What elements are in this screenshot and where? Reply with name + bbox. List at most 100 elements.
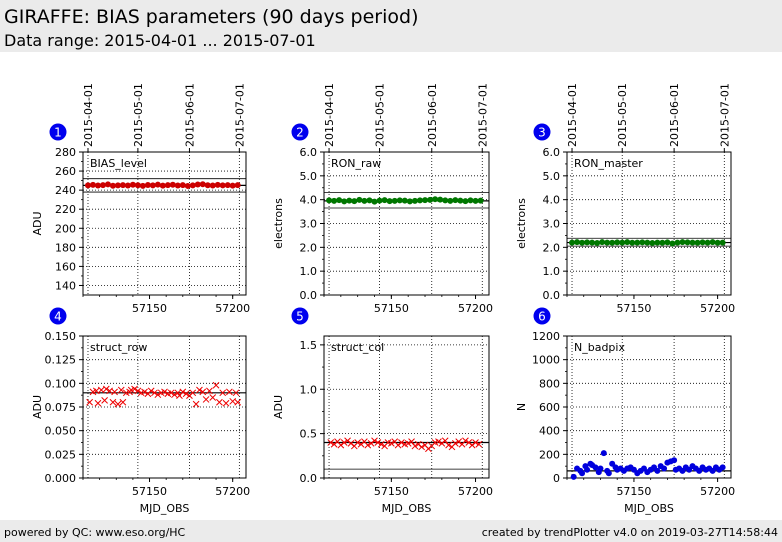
- series-label: BIAS_level: [90, 157, 147, 170]
- y-axis-label: ADU: [272, 395, 285, 419]
- data-point: [206, 387, 213, 395]
- x-tick-label: 57150: [616, 302, 651, 315]
- date-tick-label: 2015-04-01: [566, 83, 579, 147]
- data-point: [391, 197, 398, 204]
- data-point: [111, 388, 118, 396]
- date-tick-label: 2015-04-01: [82, 83, 95, 147]
- data-point: [179, 388, 187, 396]
- data-point: [404, 440, 412, 447]
- y-tick-label: 0: [553, 472, 560, 485]
- date-tick-label: 2015-07-01: [476, 83, 489, 147]
- date-tick-label: 2015-05-01: [374, 83, 387, 147]
- series-label: N_badpix: [574, 341, 625, 354]
- data-point: [472, 439, 479, 446]
- y-axis-label: electrons: [515, 198, 528, 249]
- data-point: [629, 239, 636, 246]
- data-point: [154, 391, 162, 399]
- data-point: [147, 387, 155, 395]
- data-point: [101, 397, 108, 404]
- data-point: [371, 198, 378, 205]
- data-point: [475, 440, 483, 448]
- x-tick-label: 57200: [215, 302, 250, 315]
- y-tick-label: 0.050: [45, 425, 77, 438]
- y-tick-label: 2.0: [300, 241, 318, 254]
- data-point: [401, 197, 408, 204]
- data-point: [435, 438, 442, 445]
- data-point: [109, 398, 117, 406]
- data-point: [326, 197, 333, 204]
- footer-powered-by: powered by QC: www.eso.org/HC: [4, 526, 186, 539]
- x-axis-label: MJD_OBS: [382, 502, 432, 515]
- data-point: [699, 239, 706, 246]
- data-point: [219, 182, 226, 189]
- data-point: [684, 239, 691, 246]
- y-tick-label: 0.0: [543, 289, 561, 302]
- panel-number-badge: [533, 307, 551, 325]
- data-point: [179, 182, 186, 189]
- data-point: [94, 182, 101, 189]
- data-point: [704, 239, 711, 246]
- date-tick-label: 2015-05-01: [616, 83, 629, 147]
- data-point: [396, 197, 403, 204]
- data-point: [84, 182, 91, 189]
- panel-number-badge: [49, 307, 67, 325]
- data-point: [689, 239, 696, 246]
- data-point: [134, 387, 142, 395]
- y-tick-label: 200: [539, 448, 560, 461]
- y-tick-label: 1000: [532, 354, 560, 367]
- data-point: [202, 396, 210, 403]
- data-point: [354, 439, 362, 446]
- data-point: [209, 182, 216, 189]
- data-point: [327, 439, 335, 446]
- data-point: [416, 197, 423, 204]
- data-point: [224, 182, 231, 189]
- panel-number: 2: [296, 126, 304, 140]
- data-point: [619, 239, 626, 246]
- data-point: [445, 441, 452, 449]
- data-point: [119, 182, 126, 189]
- data-point: [169, 181, 176, 188]
- y-tick-label: 0.025: [45, 448, 77, 461]
- data-point: [719, 239, 726, 246]
- data-point: [462, 198, 469, 205]
- data-point: [592, 464, 599, 471]
- data-point: [381, 197, 388, 204]
- x-tick-label: 57150: [132, 485, 167, 498]
- y-tick-label: 0.000: [45, 472, 77, 485]
- data-point: [659, 239, 666, 246]
- y-tick-label: 140: [55, 279, 76, 292]
- data-point: [669, 240, 676, 247]
- date-tick-label: 2015-06-01: [668, 83, 681, 147]
- chart-panel-5: 0.0 0.5 1.0 1.5 ADU 57150 57200 MJD_OBS 5 struct_…: [272, 307, 493, 515]
- panel-number-badge: [291, 307, 309, 325]
- data-point: [574, 239, 581, 246]
- data-point: [104, 181, 111, 188]
- chart-panel-3: 0.0 1.0 2.0 3.0 4.0 5.0 6.0 electrons 57150 57200…: [515, 83, 735, 315]
- y-tick-label: 6.0: [543, 146, 561, 159]
- chart-panel-4: 0.000 0.025 0.050 0.075 0.100 0.125 0.150 ADU 57…: [31, 307, 250, 515]
- data-point: [184, 182, 191, 189]
- data-point: [331, 197, 338, 204]
- panel-number: 3: [538, 126, 546, 140]
- x-tick-label: 57150: [132, 302, 167, 315]
- data-point: [624, 239, 631, 246]
- data-point: [199, 181, 206, 188]
- y-tick-label: 220: [55, 203, 76, 216]
- data-point: [447, 197, 454, 204]
- data-point: [398, 439, 405, 446]
- data-point: [222, 399, 230, 407]
- data-point: [89, 181, 96, 188]
- data-point: [114, 400, 122, 408]
- data-point: [604, 239, 611, 246]
- x-axis-label: MJD_OBS: [140, 502, 190, 515]
- data-point: [109, 182, 116, 189]
- x-tick-label: 57150: [374, 485, 409, 498]
- data-point: [119, 398, 127, 406]
- chart-panel-1: 140 160 180 200 220 240 260 280 ADU 57150 57200 201…: [31, 83, 250, 315]
- y-tick-label: 0.100: [45, 377, 77, 390]
- data-point: [594, 240, 601, 247]
- data-point: [161, 388, 168, 396]
- data-point: [600, 450, 607, 457]
- data-point: [649, 240, 656, 247]
